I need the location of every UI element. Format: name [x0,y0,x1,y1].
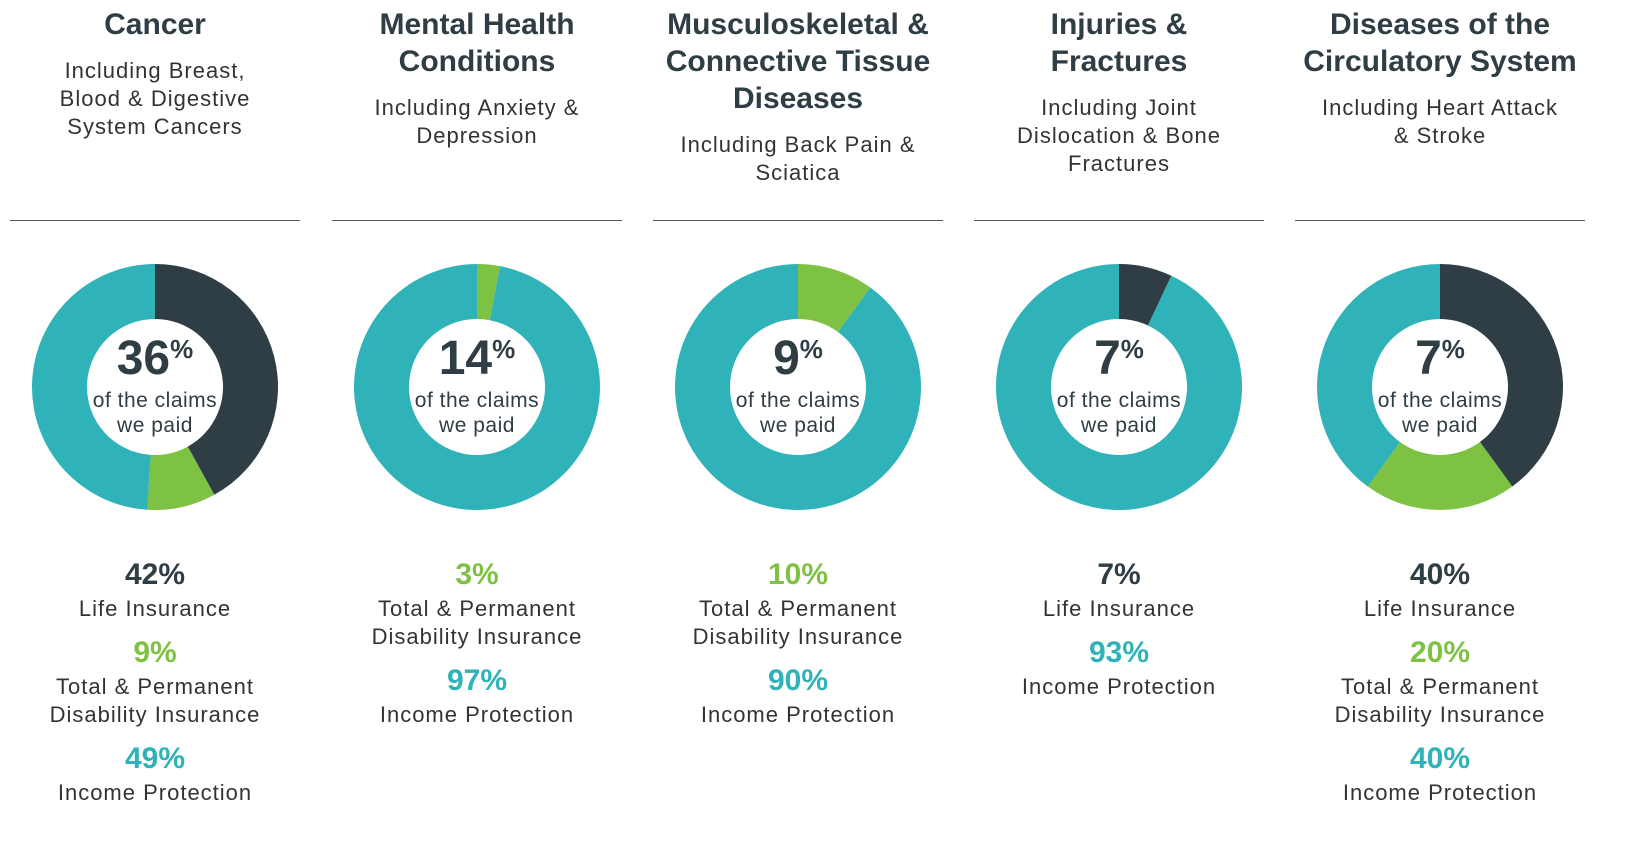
chart-title: Mental Health Conditions [379,8,575,78]
legend: 3% Total & Permanent Disability Insurance… [317,545,637,729]
stat-value: 90% [767,664,829,697]
chart-subtitle: Including Anxiety & Depression [374,95,580,148]
center-caption: we paid [759,414,836,437]
stat-value: 40% [1409,742,1471,775]
stat-value: 42% [124,558,186,591]
center-number: 9 [773,332,800,385]
stat-label: Income Protection [379,702,575,727]
stat-label: Life Insurance [1042,596,1196,621]
donut-segment [477,264,501,321]
chart-subtitle: Including Back Pain & Sciatica [680,132,916,185]
chart-title: Cancer [104,8,206,41]
chart-title: Diseases of the Circulatory System [1303,8,1577,78]
stat-label: Total & Permanent Disability Insurance [371,596,583,649]
center-caption: of the claims [415,389,539,412]
stat-label: Life Insurance [78,596,232,621]
center-value: 7% [1415,332,1465,385]
center-value: 36% [117,332,194,385]
center-caption: of the claims [736,389,860,412]
center-unit: % [170,334,193,364]
chart-subtitle: Including Heart Attack & Stroke [1321,95,1558,148]
stat-label: Income Protection [700,702,896,727]
stat-label: Total & Permanent Disability Insurance [692,596,904,649]
donut-segment [354,264,600,510]
center-value: 14% [439,332,516,385]
stat-value: 3% [455,558,499,591]
center-caption: we paid [116,414,193,437]
stat-value: 40% [1409,558,1471,591]
stat-value: 97% [446,664,508,697]
center-value: 7% [1094,332,1144,385]
donut-segment [675,264,921,510]
divider [1295,220,1585,221]
legend: 7% Life Insurance 93% Income Protection [959,545,1279,701]
stat-value: 7% [1097,558,1141,591]
stat-value: 20% [1409,636,1471,669]
donut-segment [996,264,1242,510]
legend: 10% Total & Permanent Disability Insuranc… [638,545,958,729]
center-number: 7 [1094,332,1121,385]
center-caption: of the claims [93,389,217,412]
divider [10,220,300,221]
divider [974,220,1264,221]
center-unit: % [1442,334,1465,364]
chart-title: Injuries & Fractures [1050,8,1188,78]
stat-label: Income Protection [1342,780,1538,805]
donut-segment [147,446,215,510]
stat-value: 9% [133,636,177,669]
center-unit: % [492,334,515,364]
stat-value: 10% [767,558,829,591]
chart-subtitle: Including Joint Dislocation & Bone Fract… [1017,95,1221,176]
center-number: 14 [439,332,493,385]
legend: 40% Life Insurance 20% Total & Permanent Di… [1280,545,1600,807]
donut-segment [32,264,155,510]
center-value: 9% [773,332,823,385]
center-caption: we paid [1080,414,1157,437]
stat-label: Income Protection [1021,674,1217,699]
center-unit: % [800,334,823,364]
center-caption: of the claims [1378,389,1502,412]
donut-segment [1119,264,1172,326]
center-number: 36 [117,332,170,385]
chart-column: Injuries & Fractures Including Joint Disl… [959,0,1279,699]
chart-column: Diseases of the Circulatory System Includ… [1280,0,1600,805]
donut-segment [1317,264,1440,487]
center-unit: % [1121,334,1144,364]
stat-label: Income Protection [57,780,253,805]
donut-segment [1440,264,1563,487]
legend: 42% Life Insurance 9% Total & Permanent Dis… [0,545,315,807]
stat-label: Total & Permanent Disability Insurance [49,674,261,727]
donut-segment [155,264,278,495]
donut-segment [798,264,871,332]
stat-label: Total & Permanent Disability Insurance [1334,674,1546,727]
divider [653,220,943,221]
chart-column: Mental Health Conditions Including Anxiet… [317,0,637,727]
chart-title: Musculoskeletal & Connective Tissue Dise… [665,8,931,115]
center-caption: we paid [438,414,515,437]
divider [332,220,622,221]
chart-subtitle: Including Breast, Blood & Digestive Syst… [59,58,251,139]
stat-value: 49% [124,742,186,775]
chart-column: Cancer Including Breast, Blood & Digestiv… [0,0,315,805]
stat-value: 93% [1088,636,1150,669]
donut-segment [1367,442,1513,510]
stat-label: Life Insurance [1363,596,1517,621]
center-caption: of the claims [1057,389,1181,412]
center-number: 7 [1415,332,1442,385]
center-caption: we paid [1401,414,1478,437]
chart-column: Musculoskeletal & Connective Tissue Dise… [638,0,958,727]
